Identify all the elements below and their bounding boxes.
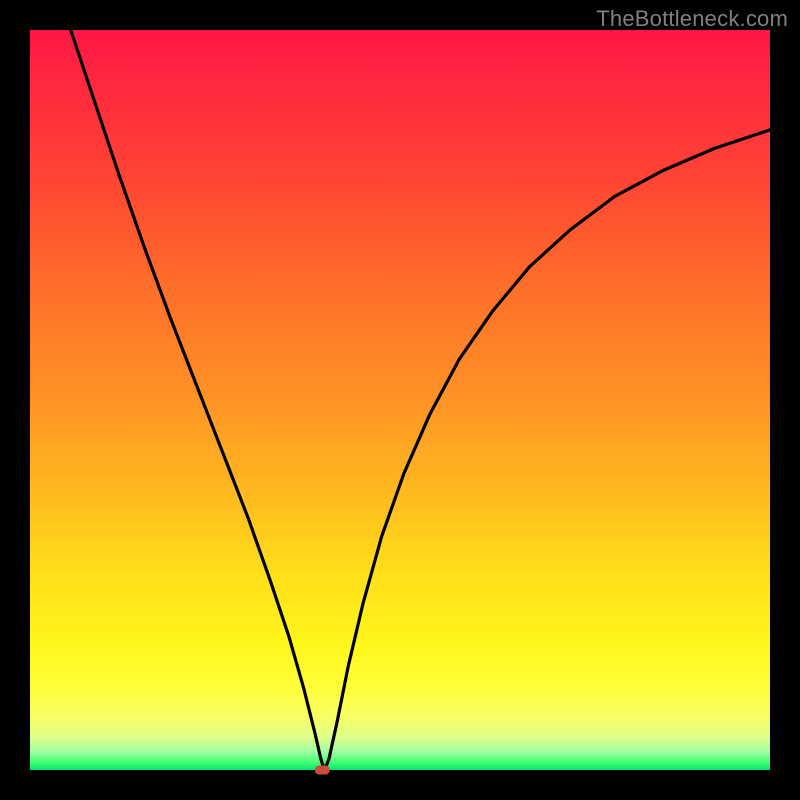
bottleneck-chart	[0, 0, 800, 800]
optimal-marker	[315, 766, 330, 775]
watermark-text: TheBottleneck.com	[596, 6, 788, 32]
chart-container: TheBottleneck.com	[0, 0, 800, 800]
gradient-background	[30, 30, 770, 770]
